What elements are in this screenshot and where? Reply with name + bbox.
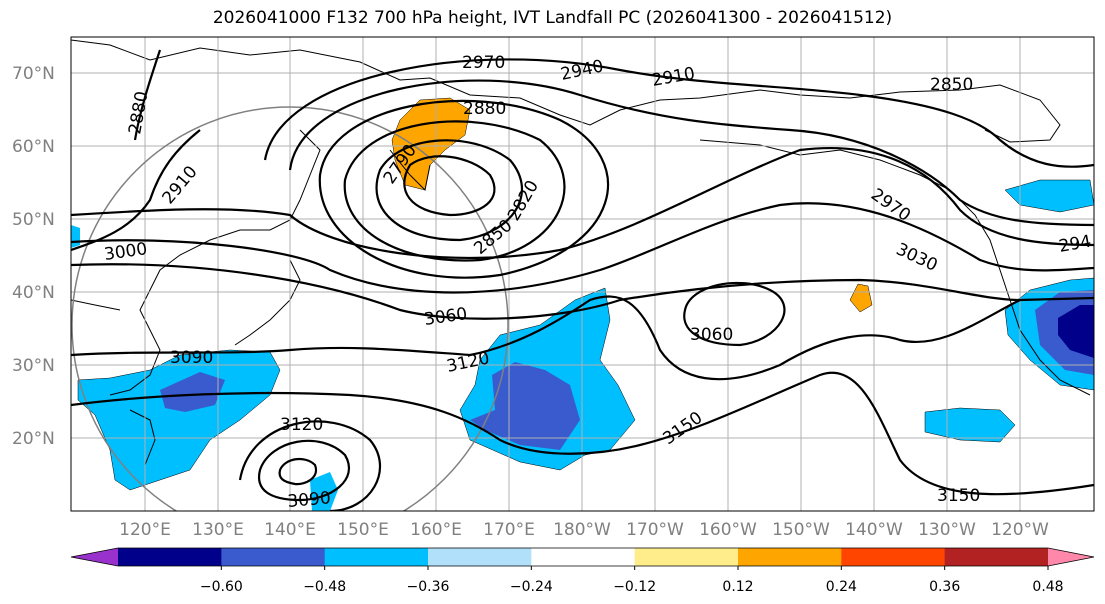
lon-label: 150°W: [772, 520, 830, 540]
map-frame: [70, 36, 1095, 512]
contour-label: 3060: [690, 325, 733, 345]
colorbar-tick-label: 0.24: [826, 579, 857, 595]
colorbar-segment: [841, 548, 946, 566]
colorbar-tick-label: 0.36: [929, 579, 960, 595]
contour-label: 2850: [930, 75, 973, 95]
positive-anomaly-region: [849, 283, 873, 313]
coastlines: [71, 39, 1091, 466]
colorbar: −0.60 −0.48 −0.36 −0.24 −0.12 0.12 0.24 0.36 0.4…: [70, 547, 1095, 595]
shaded-regions: [71, 97, 1094, 511]
lon-label: 140°W: [845, 520, 903, 540]
colorbar-tick-label: −0.12: [613, 579, 656, 595]
colorbar-tick-label: 0.48: [1032, 579, 1063, 595]
contour-label: 3120: [280, 415, 323, 435]
negative-anomaly-region: [1058, 305, 1094, 358]
colorbar-tick-label: −0.24: [510, 579, 553, 595]
colorbar-tick-label: −0.48: [303, 579, 346, 595]
lon-label: 150°E: [337, 520, 389, 540]
colorbar-segment: [221, 548, 326, 566]
contour-label: 3090: [287, 488, 332, 512]
colorbar-segment: [944, 548, 1049, 566]
negative-anomaly-region: [310, 472, 338, 511]
colorbar-segment: [634, 548, 739, 566]
latitude-labels: 70°N 60°N 50°N 40°N 30°N 20°N: [12, 64, 55, 449]
colorbar-segment: [428, 548, 532, 566]
contour-label: 3150: [937, 486, 980, 506]
lon-label: 120°E: [119, 520, 171, 540]
colorbar-tick-label: 0.12: [722, 579, 753, 595]
lon-label: 160°E: [410, 520, 462, 540]
height-contours: [71, 49, 1094, 511]
longitude-labels: 120°E 130°E 140°E 150°E 160°E 170°E 180°…: [119, 520, 1049, 540]
lon-label: 160°W: [699, 520, 757, 540]
contour-label: 2970: [462, 53, 505, 73]
range-circle: [71, 106, 509, 511]
lat-label: 40°N: [12, 283, 55, 303]
colorbar-tick-label: −0.36: [407, 579, 450, 595]
colorbar-tick-label: −0.60: [200, 579, 243, 595]
colorbar-extend-low: [71, 548, 118, 566]
colorbar-segment: [531, 548, 636, 566]
lon-label: 170°E: [483, 520, 535, 540]
colorbar-segment: [118, 548, 222, 566]
lat-label: 50°N: [12, 210, 55, 230]
map-title: 2026041000 F132 700 hPa height, IVT Land…: [212, 8, 893, 28]
lat-label: 20°N: [12, 429, 55, 449]
negative-anomaly-region: [71, 225, 80, 248]
contour-label: 3090: [170, 348, 213, 368]
colorbar-outline: [70, 547, 1095, 567]
negative-anomaly-region: [160, 372, 225, 412]
lon-label: 170°W: [626, 520, 684, 540]
lon-label: 130°E: [192, 520, 244, 540]
lon-label: 180°W: [553, 520, 611, 540]
lat-label: 60°N: [12, 137, 55, 157]
lon-label: 120°W: [991, 520, 1049, 540]
lat-label: 70°N: [12, 64, 55, 84]
lon-label: 130°W: [918, 520, 976, 540]
contour-label: 2880: [463, 99, 506, 119]
negative-anomaly-region: [470, 362, 580, 450]
colorbar-extend-high: [1048, 548, 1094, 566]
lat-label: 30°N: [12, 356, 55, 376]
colorbar-segment: [324, 548, 429, 566]
colorbar-segment: [738, 548, 842, 566]
lon-label: 140°E: [264, 520, 316, 540]
